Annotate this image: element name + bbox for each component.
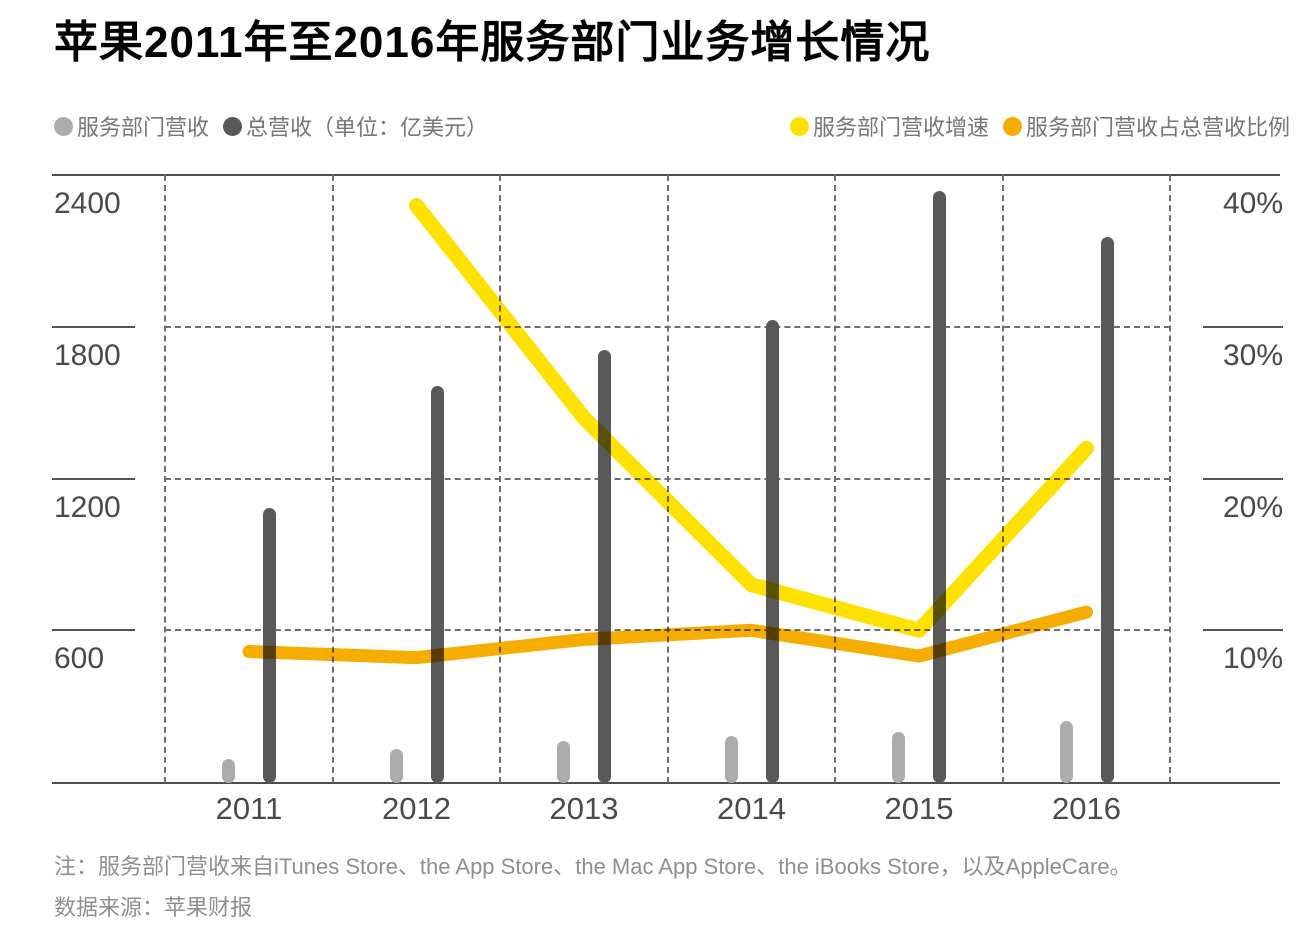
y-axis-tick-right: 20% — [1222, 490, 1283, 524]
legend-dot-icon — [1002, 116, 1022, 136]
gridline-left-seg — [52, 477, 135, 480]
gridline-left-seg — [52, 325, 135, 328]
legend-label: 服务部门营收增速 — [812, 115, 989, 140]
legend-label: 总营收（单位：亿美元） — [246, 115, 489, 140]
footnote-source-detail: 注：服务部门营收来自iTunes Store、the App Store、the… — [54, 854, 1132, 879]
legend-item-left-0: 服务部门营收 — [54, 110, 209, 142]
bar-total-2015 — [933, 191, 946, 783]
x-axis-label-2013: 2013 — [549, 791, 619, 826]
gridline-vertical — [499, 175, 502, 783]
x-axis-label-2015: 2015 — [884, 791, 954, 826]
gridline-vertical — [164, 175, 167, 783]
x-axis-label-2012: 2012 — [382, 791, 451, 826]
bar-services-2011 — [222, 759, 235, 783]
gridline-top — [52, 174, 1280, 176]
legend-item-right-1: 服务部门营收占总营收比例 — [1002, 110, 1290, 142]
legend-right: 服务部门营收增速 服务部门营收占总营收比例 — [789, 110, 1290, 142]
legend-label: 服务部门营收 — [77, 115, 210, 140]
bar-services-2016 — [1059, 720, 1073, 783]
legend-label: 服务部门营收占总营收比例 — [1025, 115, 1290, 140]
bar-total-2012 — [430, 386, 444, 783]
gridline-right-seg — [1203, 629, 1283, 632]
y-axis-tick-left: 600 — [54, 642, 105, 676]
bar-total-2014 — [765, 319, 779, 783]
y-axis-tick-left: 1200 — [54, 490, 121, 524]
y-axis-tick-right: 40% — [1222, 187, 1283, 221]
legend-item-right-0: 服务部门营收增速 — [789, 110, 989, 142]
gridline-vertical — [1169, 175, 1172, 783]
bar-total-2016 — [1100, 236, 1114, 783]
bar-services-2014 — [724, 736, 738, 783]
gridline-vertical — [666, 175, 669, 783]
footnote-data-source: 数据来源：苹果财报 — [54, 895, 253, 920]
gridline-vertical — [1001, 175, 1004, 783]
legend-left: 服务部门营收 总营收（单位：亿美元） — [54, 112, 488, 140]
y-axis-tick-left: 1800 — [54, 338, 121, 372]
gridline-left-seg — [52, 629, 135, 632]
legend-item-left-1: 总营收（单位：亿美元） — [223, 110, 488, 142]
y-axis-tick-left: 2400 — [54, 187, 121, 221]
chart-title: 苹果2011年至2016年服务部门业务增长情况 — [54, 18, 931, 67]
y-axis-tick-right: 30% — [1222, 338, 1283, 372]
legend-dot-icon — [54, 116, 73, 136]
bar-services-2013 — [557, 741, 570, 783]
services-growth-line — [409, 198, 1094, 638]
legend-dot-icon — [789, 116, 809, 136]
gridline-right-seg — [1203, 325, 1283, 328]
bar-services-2012 — [389, 749, 403, 783]
gridline-vertical — [834, 175, 837, 783]
bar-services-2015 — [892, 731, 905, 783]
bar-total-2013 — [598, 349, 611, 783]
x-axis-label-2014: 2014 — [717, 791, 786, 826]
gridline-vertical — [331, 175, 334, 783]
bar-total-2011 — [263, 508, 276, 783]
legend-dot-icon — [223, 116, 243, 136]
y-axis-tick-right: 10% — [1222, 642, 1283, 676]
gridline-right-seg — [1203, 477, 1283, 480]
axis-baseline — [52, 782, 1280, 784]
x-axis-label-2011: 2011 — [215, 791, 283, 826]
x-axis-label-2016: 2016 — [1052, 791, 1121, 826]
footnotes: 注：服务部门营收来自iTunes Store、the App Store、the… — [54, 846, 1132, 928]
